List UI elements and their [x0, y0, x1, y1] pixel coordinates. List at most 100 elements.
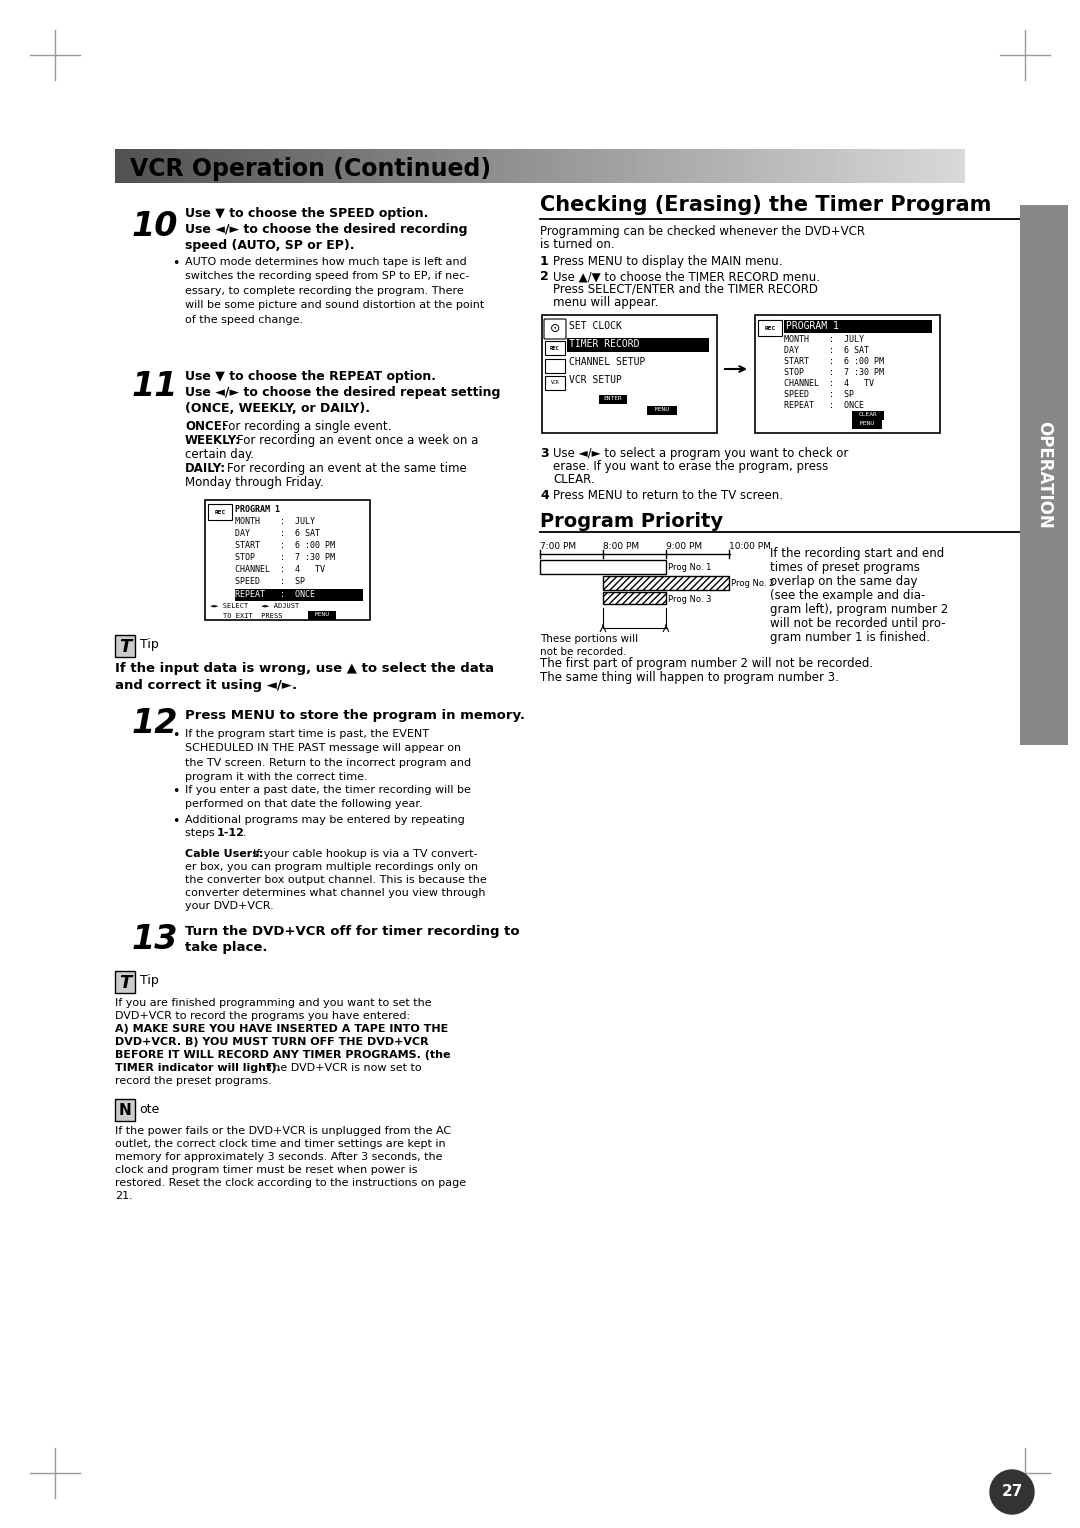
Text: CHANNEL  :  4   TV: CHANNEL : 4 TV	[235, 565, 325, 575]
Circle shape	[990, 1470, 1034, 1514]
Text: Monday through Friday.: Monday through Friday.	[185, 477, 324, 489]
Text: For recording an event once a week on a: For recording an event once a week on a	[237, 434, 478, 448]
Text: erase. If you want to erase the program, press: erase. If you want to erase the program,…	[553, 460, 828, 474]
Text: •: •	[172, 785, 179, 798]
Text: Tip: Tip	[140, 973, 159, 987]
Text: STOP     :  7 :30 PM: STOP : 7 :30 PM	[784, 368, 885, 377]
Text: SET CLOCK: SET CLOCK	[569, 321, 622, 332]
Text: outlet, the correct clock time and timer settings are kept in: outlet, the correct clock time and timer…	[114, 1138, 446, 1149]
Text: CHANNEL SETUP: CHANNEL SETUP	[569, 358, 646, 367]
Text: .: .	[243, 828, 246, 837]
Text: 10: 10	[132, 209, 178, 243]
FancyBboxPatch shape	[235, 588, 363, 601]
Text: If you enter a past date, the timer recording will be
performed on that date the: If you enter a past date, the timer reco…	[185, 785, 471, 810]
Text: clock and program timer must be reset when power is: clock and program timer must be reset wh…	[114, 1164, 418, 1175]
Text: Use ▲/▼ to choose the TIMER RECORD menu.: Use ▲/▼ to choose the TIMER RECORD menu.	[553, 270, 820, 283]
Text: Use ◄/► to choose the desired repeat setting: Use ◄/► to choose the desired repeat set…	[185, 387, 500, 399]
Text: 9:00 PM: 9:00 PM	[666, 542, 702, 552]
Text: is turned on.: is turned on.	[540, 238, 615, 251]
Text: will not be recorded until pro-: will not be recorded until pro-	[770, 617, 946, 630]
Text: BEFORE IT WILL RECORD ANY TIMER PROGRAMS. (the: BEFORE IT WILL RECORD ANY TIMER PROGRAMS…	[114, 1050, 450, 1060]
Text: TIMER RECORD: TIMER RECORD	[569, 339, 639, 348]
Text: PROGRAM 1: PROGRAM 1	[235, 504, 280, 513]
Text: overlap on the same day: overlap on the same day	[770, 575, 918, 588]
Text: PROGRAM 1: PROGRAM 1	[786, 321, 839, 332]
Text: N: N	[119, 1103, 132, 1118]
Text: er box, you can program multiple recordings only on: er box, you can program multiple recordi…	[185, 862, 478, 872]
Text: memory for approximately 3 seconds. After 3 seconds, the: memory for approximately 3 seconds. Afte…	[114, 1152, 443, 1161]
Text: record the preset programs.: record the preset programs.	[114, 1076, 272, 1086]
Text: The same thing will happen to program number 3.: The same thing will happen to program nu…	[540, 671, 839, 685]
Text: 13: 13	[132, 923, 178, 957]
Text: SPEED    :  SP: SPEED : SP	[235, 578, 305, 587]
Text: If you are finished programming and you want to set the: If you are finished programming and you …	[114, 998, 432, 1008]
Text: The DVD+VCR is now set to: The DVD+VCR is now set to	[264, 1063, 421, 1073]
Text: DVD+VCR to record the programs you have entered:: DVD+VCR to record the programs you have …	[114, 1012, 410, 1021]
Text: VCR: VCR	[551, 380, 559, 385]
FancyBboxPatch shape	[567, 338, 708, 351]
FancyBboxPatch shape	[647, 406, 677, 416]
Text: DAILY:: DAILY:	[185, 461, 226, 475]
Text: Press SELECT/ENTER and the TIMER RECORD: Press SELECT/ENTER and the TIMER RECORD	[553, 283, 818, 296]
FancyBboxPatch shape	[603, 576, 729, 590]
Text: certain day.: certain day.	[185, 448, 254, 461]
FancyBboxPatch shape	[540, 559, 666, 575]
Text: DAY      :  6 SAT: DAY : 6 SAT	[235, 529, 320, 538]
FancyBboxPatch shape	[545, 359, 565, 373]
Text: REC: REC	[550, 345, 559, 350]
Text: If your cable hookup is via a TV convert-: If your cable hookup is via a TV convert…	[253, 850, 477, 859]
Text: 10:00 PM: 10:00 PM	[729, 542, 771, 552]
Text: ENTER: ENTER	[629, 397, 650, 403]
Text: WEEKLY:: WEEKLY:	[185, 434, 241, 448]
Text: If the recording start and end: If the recording start and end	[770, 547, 944, 559]
Text: 11: 11	[132, 370, 178, 403]
Text: gram number 1 is finished.: gram number 1 is finished.	[770, 631, 930, 643]
Text: ote: ote	[139, 1103, 159, 1115]
Text: TO EXIT  PRESS: TO EXIT PRESS	[222, 613, 283, 619]
Text: REPEAT   :  ONCE: REPEAT : ONCE	[784, 400, 864, 410]
Text: TIMER indicator will light).: TIMER indicator will light).	[114, 1063, 281, 1073]
Text: STOP     :  7 :30 PM: STOP : 7 :30 PM	[235, 553, 335, 562]
Text: take place.: take place.	[185, 941, 268, 953]
Text: REPEAT   :  ONCE: REPEAT : ONCE	[235, 590, 315, 599]
Text: MENU: MENU	[654, 406, 670, 413]
Text: Additional programs may be entered by repeating: Additional programs may be entered by re…	[185, 814, 464, 825]
Text: Use ◄/► to select a program you want to check or: Use ◄/► to select a program you want to …	[553, 448, 849, 460]
Text: MENU: MENU	[860, 422, 875, 426]
Text: START    :  6 :00 PM: START : 6 :00 PM	[784, 358, 885, 367]
Text: These portions will: These portions will	[540, 634, 638, 643]
Text: 7:00 PM: 7:00 PM	[540, 542, 576, 552]
Text: 1: 1	[540, 255, 549, 267]
Text: TO EXIT  PRESS: TO EXIT PRESS	[561, 408, 620, 414]
Text: T: T	[119, 973, 131, 992]
Text: DVD+VCR. B) YOU MUST TURN OFF THE DVD+VCR: DVD+VCR. B) YOU MUST TURN OFF THE DVD+VC…	[114, 1038, 429, 1047]
Text: ◄► SELECT   ◄► ADJUST: ◄► SELECT ◄► ADJUST	[210, 604, 299, 610]
FancyBboxPatch shape	[542, 315, 717, 432]
Text: If the power fails or the DVD+VCR is unplugged from the AC: If the power fails or the DVD+VCR is unp…	[114, 1126, 451, 1135]
Text: MONTH    :  JULY: MONTH : JULY	[235, 516, 315, 526]
Text: REC: REC	[214, 509, 226, 515]
Text: MENU: MENU	[314, 613, 329, 617]
Text: the converter box output channel. This is because the: the converter box output channel. This i…	[185, 876, 487, 885]
Text: ◄► SELECT: ◄► SELECT	[546, 397, 585, 403]
Text: ONCE:: ONCE:	[185, 420, 227, 432]
FancyBboxPatch shape	[852, 411, 885, 420]
FancyBboxPatch shape	[758, 319, 782, 336]
Text: Checking (Erasing) the Timer Program: Checking (Erasing) the Timer Program	[540, 196, 991, 215]
FancyBboxPatch shape	[545, 341, 565, 354]
Text: For recording an event at the same time: For recording an event at the same time	[227, 461, 467, 475]
Text: Press MENU to store the program in memory.: Press MENU to store the program in memor…	[185, 709, 525, 723]
Text: TO EXIT  PRESS: TO EXIT PRESS	[760, 422, 820, 428]
Text: T: T	[119, 639, 131, 656]
Text: steps: steps	[185, 828, 218, 837]
FancyBboxPatch shape	[308, 611, 336, 620]
Text: 4: 4	[540, 489, 549, 503]
Text: not be recorded.: not be recorded.	[540, 646, 626, 657]
Text: Use ▼ to choose the REPEAT option.: Use ▼ to choose the REPEAT option.	[185, 370, 436, 384]
Text: Prog No. 1: Prog No. 1	[669, 562, 712, 571]
Text: If the input data is wrong, use ▲ to select the data: If the input data is wrong, use ▲ to sel…	[114, 662, 494, 675]
FancyBboxPatch shape	[545, 376, 565, 390]
Text: your DVD+VCR.: your DVD+VCR.	[185, 902, 273, 911]
Text: (ONCE, WEEKLY, or DAILY).: (ONCE, WEEKLY, or DAILY).	[185, 402, 370, 416]
FancyBboxPatch shape	[114, 636, 135, 657]
